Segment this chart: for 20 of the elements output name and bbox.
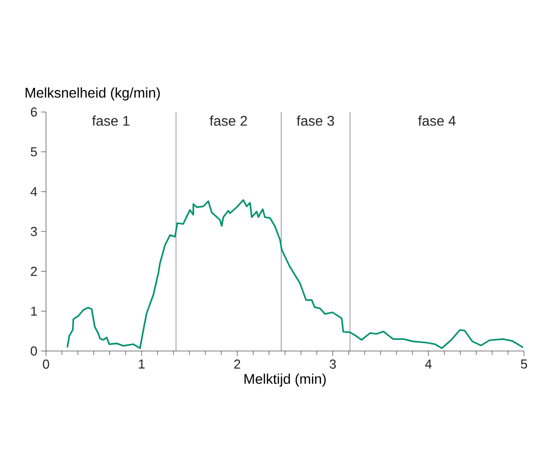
y-tick-label: 1 — [31, 306, 37, 316]
y-tick-label: 4 — [30, 187, 38, 196]
x-tick-label: 2 — [234, 360, 240, 369]
annotation: fase 1 — [92, 116, 130, 126]
x-tick-label: 0 — [42, 360, 50, 369]
x-tick-label: 5 — [520, 360, 528, 369]
y-tick-label: 3 — [30, 226, 37, 236]
line-series — [66, 199, 524, 350]
annotation: fase 3 — [296, 116, 334, 126]
annotation: fase 4 — [418, 116, 456, 126]
y-tick-label: 6 — [30, 107, 37, 117]
x-tick-label: 3 — [330, 360, 336, 369]
y-axis-title: Melksnelheid (kg/min) — [26, 87, 160, 100]
y-tick-label: 2 — [30, 266, 37, 276]
annotation: fase 2 — [210, 116, 247, 126]
x-tick-label: 1 — [138, 360, 145, 368]
y-tick-label: 5 — [30, 147, 37, 156]
y-tick-label: 0 — [30, 346, 37, 356]
x-tick-label: 4 — [425, 360, 432, 368]
x-axis-title: Melktijd (min) — [244, 374, 326, 387]
